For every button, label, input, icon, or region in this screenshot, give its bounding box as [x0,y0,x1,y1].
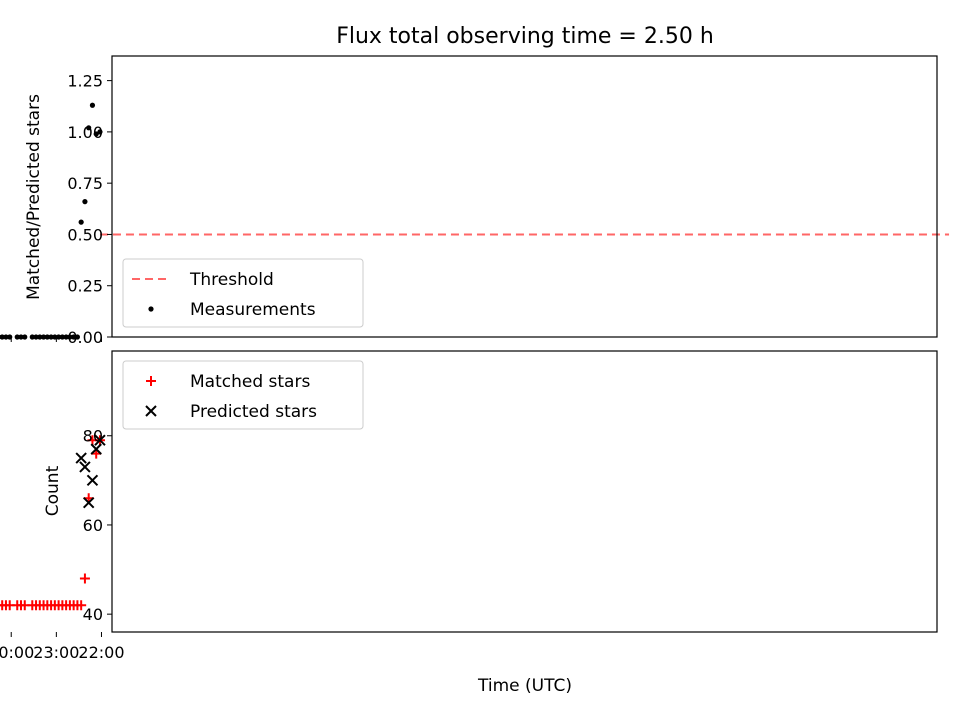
y-tick-label: 60 [83,516,103,535]
data-point [40,334,47,340]
legend-box [122,258,364,328]
legend-label: Measurements [190,300,316,320]
chart-title: Flux total observing time = 2.50 h [336,24,714,49]
data-point [33,334,39,340]
data-point [89,102,96,108]
y-tick-label: 80 [83,427,103,446]
data-point-matched [79,573,90,584]
data-point-matched [0,604,4,607]
axes-frame [111,55,938,338]
legend-box [122,360,364,430]
data-point [14,334,20,340]
data-point-predicted [94,434,106,446]
data-point [59,334,65,340]
top-y-axis-label: Matched/Predicted stars [24,94,44,300]
data-point-predicted [82,496,95,509]
legend-marker [146,376,156,386]
data-point [0,334,5,340]
data-point [71,334,77,340]
data-point [3,334,9,340]
legend-label: Matched stars [190,372,310,392]
data-point [37,334,43,340]
data-point [29,334,35,340]
y-tick-label: 0.25 [67,277,103,296]
data-point [93,131,99,137]
data-point-predicted [79,461,91,473]
legend-marker [145,405,157,417]
data-point [86,125,92,131]
bottom-y-axis-label: Count [43,465,63,516]
y-tick-label: 1.00 [67,123,103,142]
data-point [56,334,62,340]
y-tick-label: 0.50 [67,225,103,244]
data-point [82,199,88,205]
x-tick-label: 22:00 [78,643,124,662]
data-point [48,334,54,340]
top-panel-ratio: 0.00 0.25 0.50 0.75 1.00 1.25 Threshold Measure… [0,55,950,347]
y-tick-label: 0.75 [67,174,103,193]
y-tick-label: 1.25 [67,72,103,91]
bottom-panel-counts: 40608022:0023:0000:0001:0002:0003:00Matc… [0,350,938,662]
data-point [0,334,2,340]
data-point-predicted [86,474,99,487]
data-point-predicted [75,452,87,464]
data-point [74,334,81,340]
legend-label: Threshold [189,270,274,290]
data-point [22,334,28,340]
y-tick-label: 40 [83,605,103,624]
axes-frame [111,350,938,633]
data-point [18,334,24,340]
legend-marker [148,306,154,312]
x-tick-label: 00:00 [0,643,34,662]
data-point [78,219,84,225]
x-axis-label: Time (UTC) [477,676,572,696]
data-point-matched [87,435,98,446]
y-tick-label: 0.00 [67,328,103,347]
legend-label: Predicted stars [190,402,317,422]
data-point [44,334,50,340]
data-point [63,334,69,340]
x-tick-label: 23:00 [33,643,79,662]
data-point-predicted [90,443,102,455]
data-point [67,334,73,340]
